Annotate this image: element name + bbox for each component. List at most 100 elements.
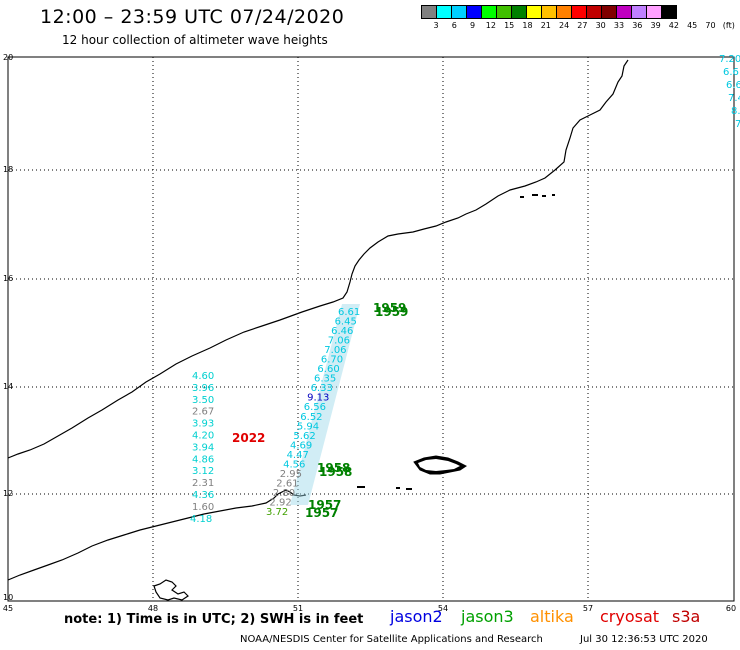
track-swh-value: 4.69 (290, 440, 312, 451)
swh-value: 1.60 (192, 502, 214, 513)
swh-value: 3.94 (192, 442, 214, 453)
lat-tick-label: 20 (3, 53, 13, 62)
lat-tick-label: 12 (3, 489, 13, 498)
footer-credit: NOAA/NESDIS Center for Satellite Applica… (240, 634, 543, 645)
track-swh-value: 6.61 (338, 307, 360, 318)
swh-value: 3.93 (192, 419, 214, 430)
track-swh-value: 9.13 (307, 393, 329, 404)
edge-swh-value: 8. (731, 106, 740, 117)
note-text: note: 1) Time is in UTC; 2) SWH is in fe… (64, 612, 364, 627)
track-swh-value: 5.62 (293, 431, 315, 442)
track-swh-value: 3.72 (266, 507, 288, 518)
edge-swh-value: 6.6 (726, 80, 740, 91)
track-swh-value: 7.06 (328, 336, 350, 347)
islet (406, 488, 412, 490)
coastline (7, 59, 629, 459)
lat-tick-label: 10 (3, 593, 13, 602)
scale-label: 12 (485, 21, 496, 30)
scale-label: 39 (650, 21, 661, 30)
grid (8, 57, 734, 601)
scale-label: 3 (433, 21, 439, 30)
legend-jason3: jason3 (461, 607, 514, 626)
map-subtitle: 12 hour collection of altimeter wave hei… (62, 33, 328, 47)
map-title: 12:00 – 23:59 UTC 07/24/2020 (40, 6, 345, 28)
color-scale-labels: 3 6 9 12 15 18 21 24 27 30 33 36 39 42 45 70 (ft) (421, 21, 740, 35)
scale-label: 42 (668, 21, 679, 30)
lon-tick-label: 57 (583, 604, 593, 613)
swh-value: 3.50 (192, 395, 214, 406)
swh-value: 4.86 (192, 454, 214, 465)
lon-tick-label: 45 (3, 604, 13, 613)
track-swh-value: 2.80 (273, 488, 295, 499)
swh-value: 2.31 (192, 478, 214, 489)
track-swh-value: 2.95 (280, 469, 302, 480)
time-label-1958: 1958 (319, 465, 352, 479)
track-swh-value: 6.70 (321, 355, 343, 366)
islet (552, 194, 555, 196)
time-label-1957: 1957 (305, 506, 338, 520)
lon-tick-label: 48 (148, 604, 158, 613)
track-swh-value: 6.35 (314, 374, 336, 385)
swh-value: 3.96 (192, 383, 214, 394)
islet (396, 487, 400, 489)
scale-label: 30 (595, 21, 606, 30)
swh-value: 4.20 (192, 431, 214, 442)
track-swh-value: 4.56 (283, 459, 305, 470)
lon-tick-label: 60 (726, 604, 736, 613)
islet (520, 196, 524, 198)
somali-tip (153, 579, 189, 601)
track-swh-value: 4.47 (287, 450, 309, 461)
scale-label: 21 (540, 21, 551, 30)
lon-tick-label: 54 (438, 604, 448, 613)
islet (532, 194, 538, 196)
islet (357, 486, 365, 488)
map-frame (7, 56, 735, 602)
swh-value: 4.18 (190, 514, 212, 525)
scale-label: 6 (451, 21, 457, 30)
scale-label: 36 (632, 21, 643, 30)
lat-tick-label: 18 (3, 165, 13, 174)
track-swh-value: 6.52 (300, 412, 322, 423)
scale-label: 70 (705, 21, 716, 30)
swh-value: 2.67 (192, 407, 214, 418)
lat-tick-label: 16 (3, 274, 13, 283)
swh-value: 4.60 (192, 371, 214, 382)
track-swh-value: 7.06 (324, 345, 346, 356)
legend-altika: altika (530, 607, 574, 626)
track-swh-value: 2.61 (276, 478, 298, 489)
time-label-1958: 1958 (317, 461, 350, 475)
lon-tick-label: 51 (293, 604, 303, 613)
scale-label: 33 (613, 21, 625, 30)
time-label-1957: 1957 (308, 498, 341, 512)
edge-swh-value: 7.20 (719, 54, 740, 65)
scale-label: 45 (687, 21, 698, 30)
edge-swh-value: 7.4 (728, 93, 740, 104)
color-scale (421, 5, 677, 19)
time-label-1959: 1959 (375, 305, 408, 319)
scale-swatch (661, 5, 677, 19)
track-swh-value: 2.92 (269, 497, 291, 508)
track-swh-value: 6.45 (335, 317, 357, 328)
footer-timestamp: Jul 30 12:36:53 UTC 2020 (580, 634, 708, 645)
swh-value: 3.12 (192, 466, 214, 477)
track-swh-value: 6.56 (304, 402, 326, 413)
track-swh-value: 6.46 (331, 326, 353, 337)
track-swh-value: 6.33 (311, 383, 333, 394)
jason-track-band (290, 304, 360, 505)
coastline-south (7, 489, 307, 581)
swh-value: 4.36 (192, 490, 214, 501)
scale-label: 15 (504, 21, 515, 30)
track-swh-value: 5.94 (297, 421, 319, 432)
track-swh-value: 6.60 (317, 364, 339, 375)
scale-label: 24 (559, 21, 570, 30)
scale-label: 27 (577, 21, 588, 30)
edge-swh-value: 7. (735, 119, 740, 130)
islet (542, 195, 546, 197)
scale-label: 18 (522, 21, 533, 30)
time-label-2022: 2022 (232, 431, 265, 445)
edge-swh-value: 6.6 (723, 67, 739, 78)
legend-cryosat: cryosat (600, 607, 660, 626)
scale-label: (ft) (722, 21, 735, 30)
time-label-1959: 1959 (373, 301, 406, 315)
